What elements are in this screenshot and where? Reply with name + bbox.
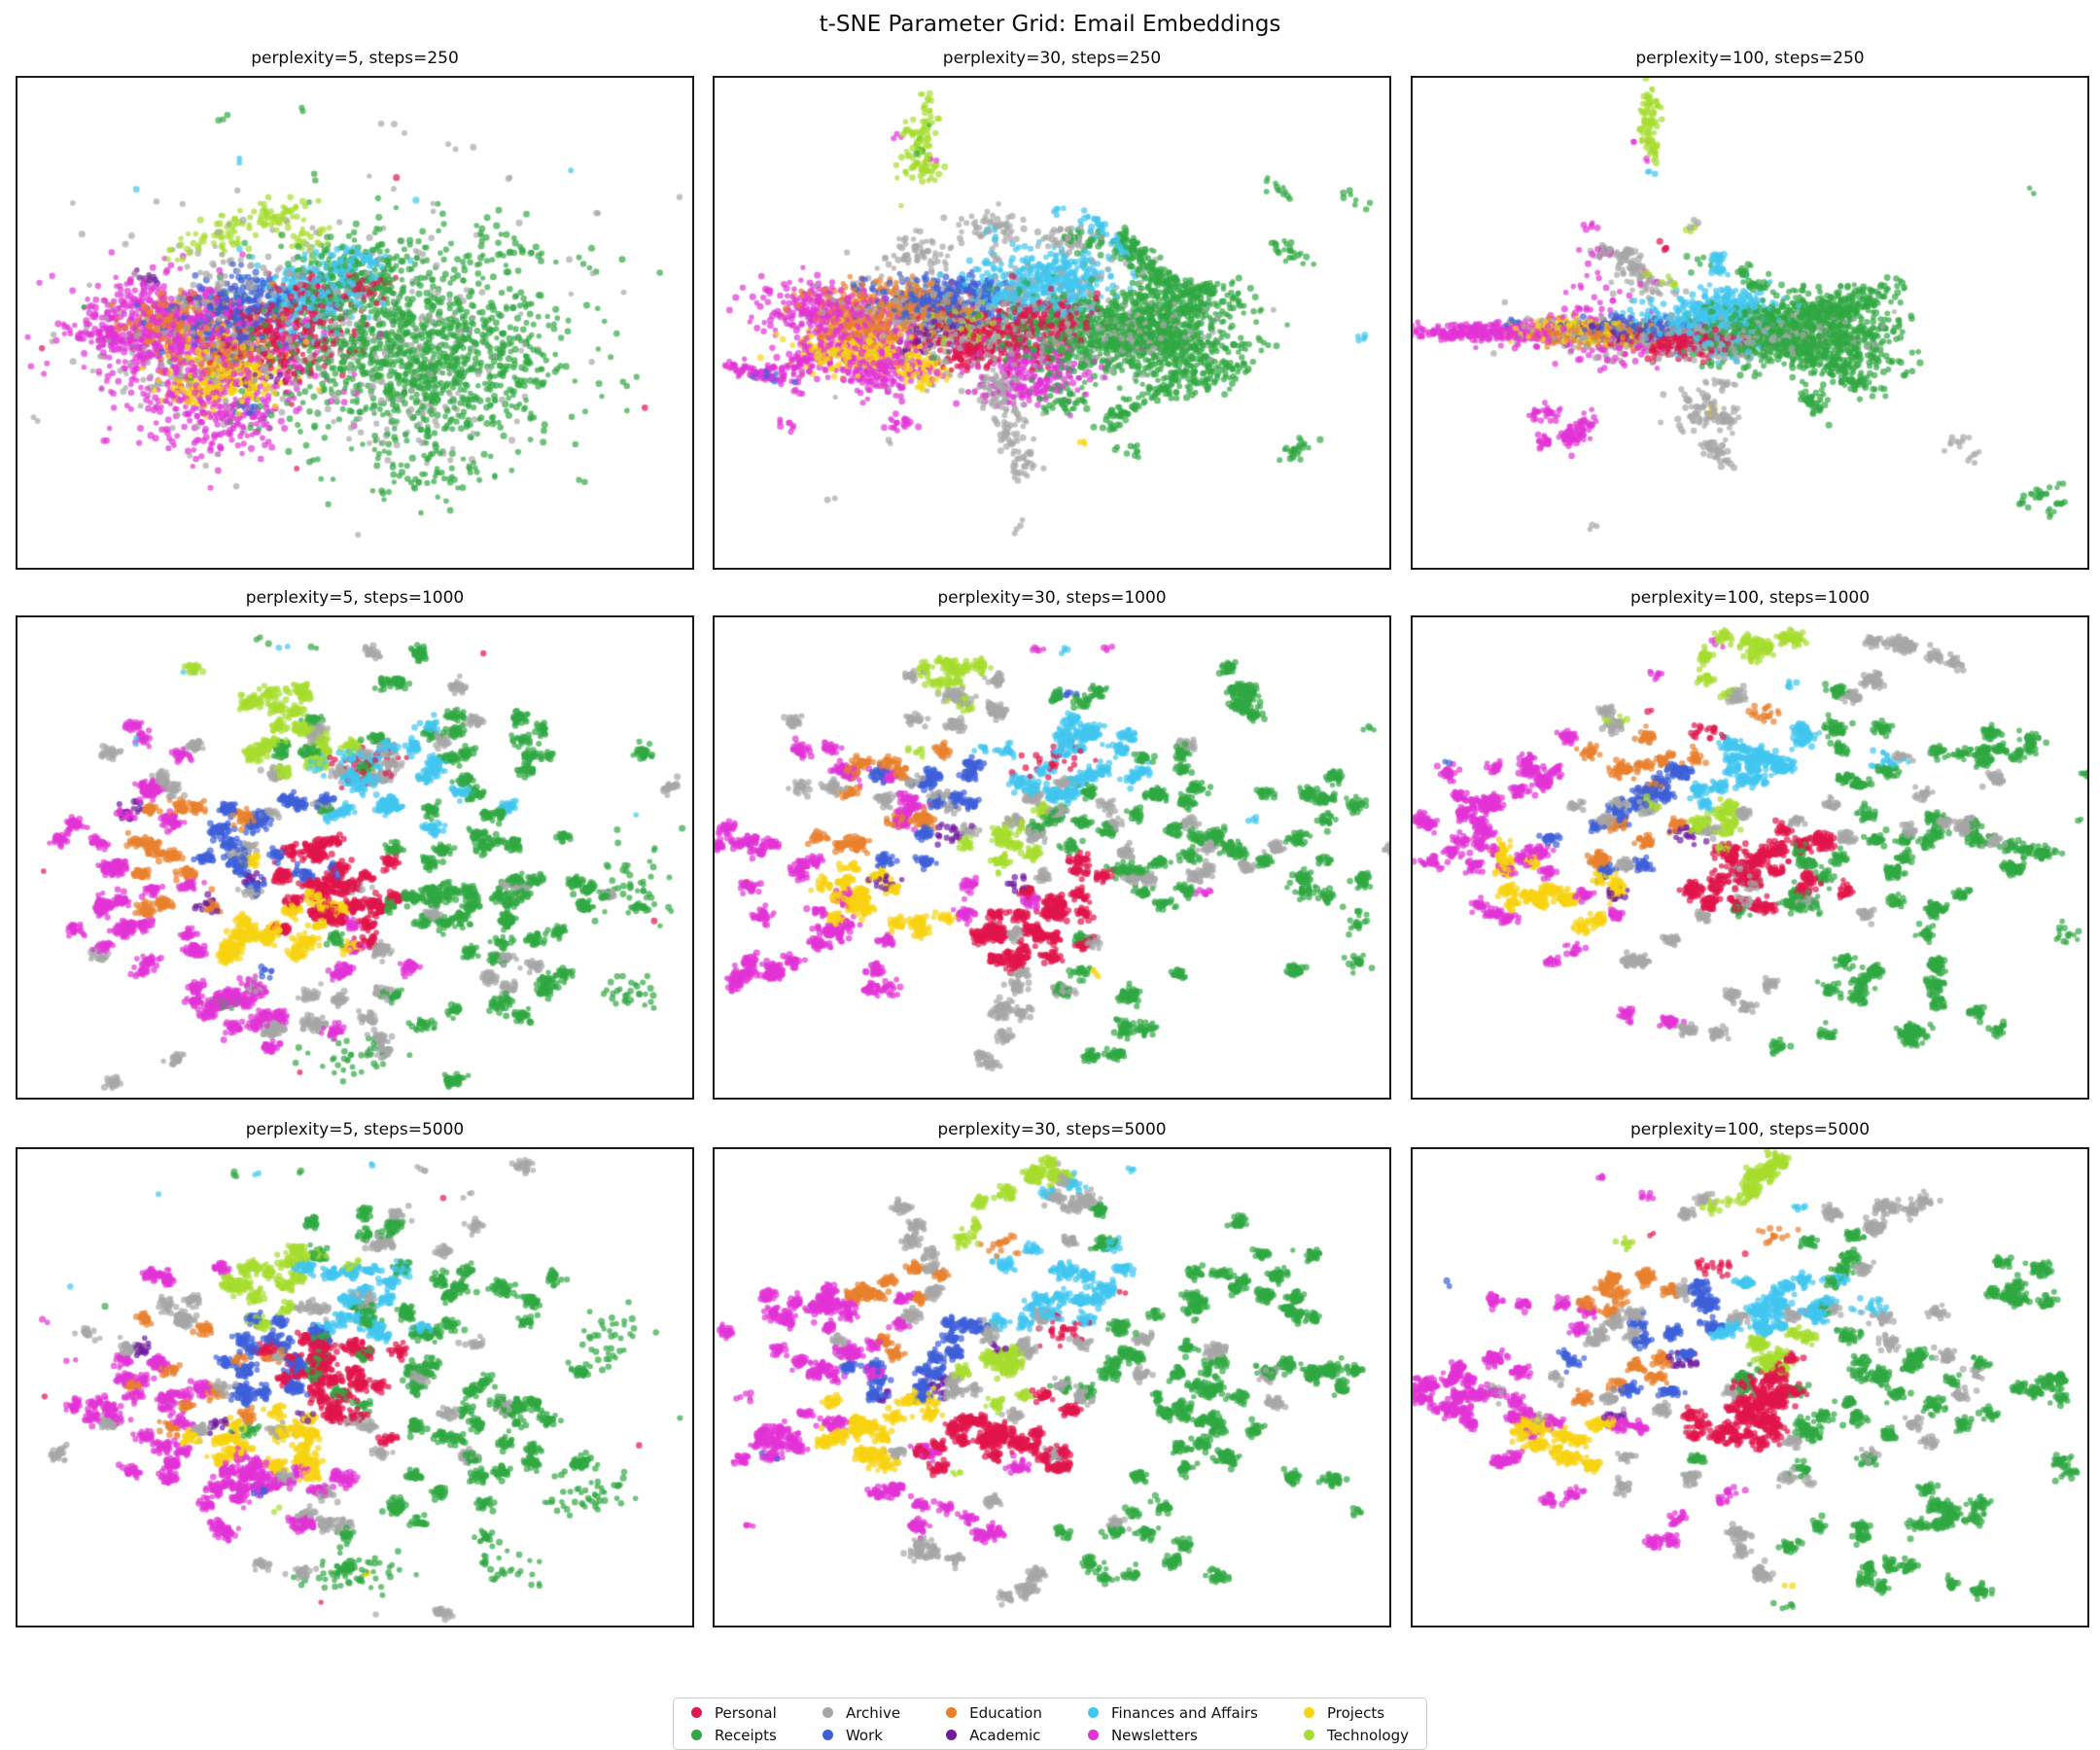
legend-label: Technology [1326,1726,1409,1744]
legend-entry-personal: Personal [691,1704,777,1722]
legend-entry-academic: Academic [946,1727,1042,1744]
newsletters-marker-icon [1087,1730,1099,1740]
scatter-canvas [1413,1149,2087,1626]
legend-label: Archive [845,1703,901,1722]
scatter-panel-perp5-steps5000 [16,1147,694,1628]
projects-marker-icon [1303,1707,1314,1718]
panel-title-perp30-steps5000: perplexity=30, steps=5000 [937,1120,1167,1139]
panel-title-perp5-steps5000: perplexity=5, steps=5000 [245,1120,465,1139]
scatter-canvas [18,78,692,568]
legend-entry-work: Work [822,1727,900,1744]
scatter-panel-perp30-steps5000 [713,1147,1391,1628]
legend-label: Projects [1326,1703,1385,1722]
legend-label: Newsletters [1110,1726,1198,1744]
scatter-panel-perp100-steps1000 [1411,615,2089,1100]
scatter-panel-perp30-steps250 [713,76,1391,570]
legend-entry-education: Education [946,1704,1042,1722]
scatter-panel-perp100-steps5000 [1411,1147,2089,1628]
legend-entry-technology: Technology [1303,1726,1409,1744]
legend-entry-archive: Archive [822,1704,900,1722]
scatter-panel-perp5-steps1000 [16,615,694,1100]
legend-label: Work [845,1726,883,1744]
personal-marker-icon [691,1707,702,1718]
panel-title-perp100-steps250: perplexity=100, steps=250 [1635,49,1865,68]
work-marker-icon [822,1730,833,1740]
panel-title-perp30-steps250: perplexity=30, steps=250 [942,49,1162,68]
receipts-marker-icon [691,1730,702,1740]
panel-title-perp30-steps1000: perplexity=30, steps=1000 [937,588,1167,608]
legend-label: Personal [715,1703,777,1722]
legend-entry-newsletters: Newsletters [1087,1726,1258,1744]
legend-label: Receipts [715,1726,777,1744]
panel-title-perp100-steps5000: perplexity=100, steps=5000 [1629,1120,1871,1139]
scatter-canvas [715,78,1389,568]
archive-marker-icon [822,1707,833,1718]
technology-marker-icon [1303,1730,1314,1740]
panel-title-perp100-steps1000: perplexity=100, steps=1000 [1629,588,1871,608]
scatter-canvas [18,617,692,1098]
scatter-panel-perp30-steps1000 [713,615,1391,1100]
legend-label: Education [969,1703,1042,1722]
scatter-panel-perp5-steps250 [16,76,694,570]
scatter-canvas [18,1149,692,1626]
scatter-canvas [1413,78,2087,568]
legend-entry-finances-and-affairs: Finances and Affairs [1087,1703,1258,1722]
legend: Personal Receipts Archive Work Education… [673,1698,1427,1750]
scatter-canvas [1413,617,2087,1098]
panel-title-perp5-steps250: perplexity=5, steps=250 [251,49,459,68]
education-marker-icon [946,1707,958,1718]
panel-title-perp5-steps1000: perplexity=5, steps=1000 [245,588,465,608]
legend-entry-projects: Projects [1303,1703,1409,1722]
legend-entry-receipts: Receipts [691,1727,777,1744]
figure-title: t-SNE Parameter Grid: Email Embeddings [819,12,1281,37]
legend-label: Finances and Affairs [1110,1703,1258,1722]
scatter-panel-perp100-steps250 [1411,76,2089,570]
finances-marker-icon [1087,1707,1099,1718]
academic-marker-icon [946,1730,958,1740]
scatter-canvas [715,1149,1389,1626]
scatter-canvas [715,617,1389,1098]
legend-label: Academic [969,1726,1041,1744]
